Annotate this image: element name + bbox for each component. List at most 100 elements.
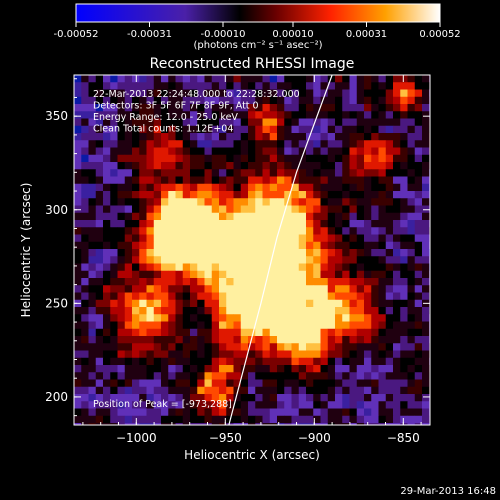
heatmap-cell — [139, 379, 147, 388]
heatmap-cell — [342, 241, 350, 250]
heatmap-cell — [248, 328, 256, 337]
heatmap-cell — [168, 162, 176, 170]
heatmap-cell — [356, 336, 365, 344]
heatmap-cell — [335, 343, 343, 351]
heatmap-cell — [211, 249, 220, 257]
heatmap-cell — [407, 133, 416, 141]
heatmap-cell — [364, 104, 372, 112]
heatmap-cell — [110, 270, 118, 279]
heatmap-cell — [364, 270, 372, 279]
heatmap-cell — [400, 292, 408, 301]
heatmap-cell — [393, 379, 401, 388]
heatmap-cell — [313, 154, 321, 163]
heatmap-cell — [204, 357, 213, 366]
heatmap-cell — [95, 249, 104, 257]
heatmap-cell — [313, 386, 321, 395]
heatmap-cell — [378, 285, 387, 293]
heatmap-cell — [342, 227, 350, 235]
heatmap-cell — [211, 328, 220, 337]
heatmap-cell — [117, 401, 126, 409]
heatmap-cell — [400, 328, 408, 337]
heatmap-cell — [124, 394, 133, 402]
heatmap-cell — [204, 191, 213, 199]
heatmap-cell — [117, 205, 126, 214]
heatmap-cell — [153, 357, 162, 366]
heatmap-cell — [277, 169, 285, 177]
heatmap-cell — [284, 415, 292, 424]
heatmap-cell — [110, 408, 118, 417]
heatmap-cell — [356, 263, 365, 272]
heatmap-cell — [110, 191, 118, 199]
heatmap-cell — [356, 125, 365, 134]
heatmap-cell — [161, 234, 169, 243]
heatmap-cell — [414, 285, 423, 293]
heatmap-cell — [226, 256, 234, 264]
heatmap-cell — [327, 415, 336, 424]
heatmap-cell — [190, 183, 198, 192]
heatmap-cell — [335, 336, 343, 344]
heatmap-cell — [284, 82, 292, 90]
heatmap-cell — [291, 227, 300, 235]
heatmap-cell — [103, 394, 111, 402]
heatmap-cell — [117, 256, 126, 264]
heatmap-cell — [103, 183, 111, 192]
heatmap-cell — [182, 140, 191, 148]
heatmap-cell — [356, 256, 365, 264]
heatmap-cell — [320, 256, 329, 264]
heatmap-cell — [190, 314, 198, 322]
heatmap-cell — [182, 256, 191, 264]
heatmap-cell — [204, 249, 213, 257]
heatmap-cell — [306, 212, 314, 221]
heatmap-cell — [103, 220, 111, 228]
heatmap-cell — [262, 118, 271, 127]
heatmap-cell — [161, 75, 169, 83]
heatmap-cell — [378, 270, 387, 279]
heatmap-cell — [139, 227, 147, 235]
heatmap-cell — [211, 220, 220, 228]
heatmap-cell — [240, 89, 249, 98]
heatmap-cell — [371, 401, 379, 409]
heatmap-cell — [248, 82, 256, 90]
heatmap-cell — [226, 176, 234, 185]
heatmap-cell — [146, 169, 155, 177]
heatmap-cell — [182, 336, 191, 344]
heatmap-cell — [240, 408, 249, 417]
heatmap-cell — [313, 104, 321, 112]
heatmap-cell — [103, 307, 111, 315]
heatmap-cell — [320, 372, 329, 380]
heatmap-cell — [407, 249, 416, 257]
colorbar-units-label: (photons cm⁻² s⁻¹ asec⁻²) — [193, 40, 322, 51]
heatmap-cell — [146, 198, 155, 206]
heatmap-cell — [146, 140, 155, 148]
heatmap-cell — [385, 263, 394, 272]
heatmap-cell — [335, 234, 343, 243]
heatmap-cell — [132, 198, 140, 206]
heatmap-cell — [393, 365, 401, 373]
heatmap-cell — [161, 423, 169, 425]
heatmap-cell — [422, 328, 430, 337]
heatmap-cell — [371, 423, 379, 425]
heatmap-cell — [277, 343, 285, 351]
heatmap-cell — [110, 328, 118, 337]
heatmap-cell — [393, 183, 401, 192]
heatmap-cell — [103, 133, 111, 141]
heatmap-cell — [110, 75, 118, 83]
heatmap-cell — [168, 111, 176, 119]
heatmap-cell — [313, 314, 321, 322]
heatmap-cell — [110, 162, 118, 170]
heatmap-cell — [400, 350, 408, 359]
heatmap-cell — [175, 365, 184, 373]
heatmap-cell — [81, 423, 89, 425]
heatmap-cell — [364, 133, 372, 141]
heatmap-cell — [146, 234, 155, 243]
heatmap-cell — [393, 423, 401, 425]
heatmap-cell — [422, 256, 430, 264]
heatmap-cell — [407, 111, 416, 119]
heatmap-cell — [335, 394, 343, 402]
heatmap-cell — [306, 379, 314, 388]
heatmap-cell — [240, 191, 249, 199]
heatmap-cell — [110, 205, 118, 214]
heatmap-cell — [385, 357, 394, 366]
heatmap-cell — [190, 285, 198, 293]
heatmap-cell — [407, 307, 416, 315]
